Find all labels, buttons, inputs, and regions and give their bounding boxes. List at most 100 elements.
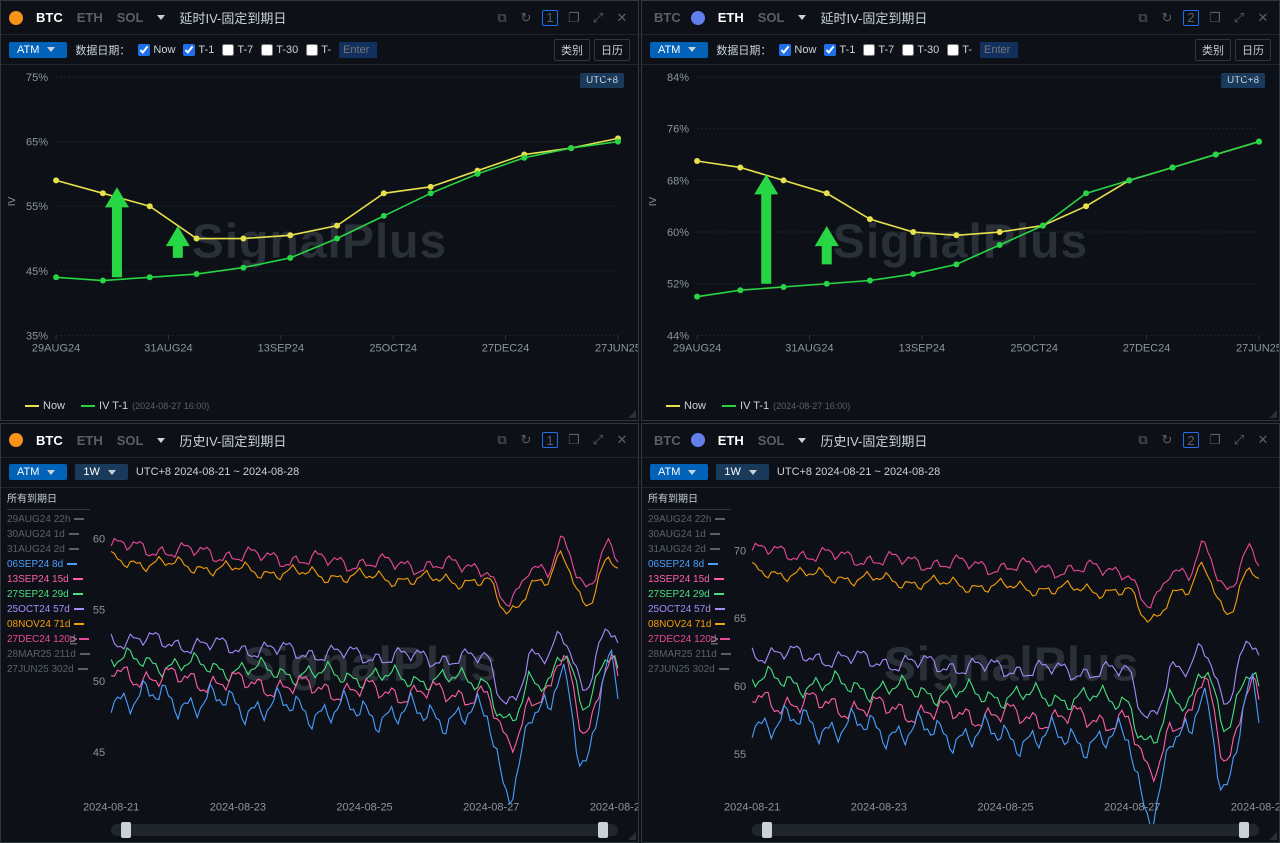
scroll-handle-left[interactable] <box>762 822 772 838</box>
svg-text:IV: IV <box>7 196 18 206</box>
svg-text:2024-08-25: 2024-08-25 <box>977 801 1033 813</box>
svg-text:52%: 52% <box>667 279 689 291</box>
filter-bar: ATM 1W UTC+8 2024-08-21 ~ 2024-08-28 <box>1 458 638 488</box>
scroll-handle-left[interactable] <box>121 822 131 838</box>
svg-text:60: 60 <box>734 680 746 692</box>
layout-badge[interactable]: 1 <box>542 432 558 448</box>
coin-btc[interactable]: BTC <box>32 8 67 27</box>
panel-btc-iv-history: BTC ETH SOL 历史IV-固定到期日 ⧉ ↻ 1 ❐ ⤢ ✕ ATM 1… <box>0 423 639 843</box>
calendar-button[interactable]: 日历 <box>1235 39 1271 61</box>
svg-text:50: 50 <box>93 675 105 687</box>
cb-now[interactable]: Now <box>138 44 175 56</box>
atm-select[interactable]: ATM <box>9 42 67 58</box>
popout-icon[interactable]: ⧉ <box>1135 432 1151 448</box>
expand-icon[interactable]: ⤢ <box>1231 432 1247 448</box>
timeframe-select[interactable]: 1W <box>716 464 769 480</box>
coin-dropdown-icon[interactable] <box>157 438 165 443</box>
popout-icon[interactable]: ⧉ <box>1135 10 1151 26</box>
popout-icon[interactable]: ⧉ <box>494 432 510 448</box>
chart-legend: Now IV T-1(2024-08-27 16:00) <box>666 400 850 412</box>
svg-text:2024-08-25: 2024-08-25 <box>336 801 392 813</box>
cb-t7[interactable]: T-7 <box>222 44 253 56</box>
time-scrollbar[interactable] <box>752 824 1259 836</box>
cb-t1[interactable]: T-1 <box>183 44 214 56</box>
layout-badge[interactable]: 1 <box>542 10 558 26</box>
refresh-icon[interactable]: ↻ <box>518 432 534 448</box>
expand-icon[interactable]: ⤢ <box>590 432 606 448</box>
legend-now[interactable]: Now <box>684 400 706 412</box>
chart-area: 所有到期日 29AUG24 22h30AUG24 1d31AUG24 2d06S… <box>1 488 638 843</box>
svg-text:65%: 65% <box>26 137 48 149</box>
panel-eth-iv-term: BTC ETH SOL 延时IV-固定到期日 ⧉ ↻ 2 ❐ ⤢ ✕ ATM 数… <box>641 0 1280 421</box>
iv-term-chart[interactable]: 44%52%60%68%76%84%29AUG2431AUG2413SEP242… <box>642 65 1279 396</box>
coin-dropdown-icon[interactable] <box>157 15 165 20</box>
resize-corner-icon[interactable] <box>626 408 636 418</box>
legend-t1[interactable]: IV T-1 <box>740 400 769 412</box>
layout-badge[interactable]: 2 <box>1183 10 1199 26</box>
svg-text:65: 65 <box>734 613 746 625</box>
coin-dropdown-icon[interactable] <box>798 438 806 443</box>
coin-sol[interactable]: SOL <box>754 431 789 450</box>
btc-icon <box>9 433 23 447</box>
time-scrollbar[interactable] <box>111 824 618 836</box>
copy-icon[interactable]: ❐ <box>1207 432 1223 448</box>
atm-select[interactable]: ATM <box>9 464 67 480</box>
iv-term-chart[interactable]: 35%45%55%65%75%29AUG2431AUG2413SEP2425OC… <box>1 65 638 396</box>
category-button[interactable]: 类别 <box>1195 39 1231 61</box>
coin-sol[interactable]: SOL <box>113 431 148 450</box>
expand-icon[interactable]: ⤢ <box>590 10 606 26</box>
coin-btc[interactable]: BTC <box>32 431 67 450</box>
expand-icon[interactable]: ⤢ <box>1231 10 1247 26</box>
close-icon[interactable]: ✕ <box>614 432 630 448</box>
scroll-handle-right[interactable] <box>598 822 608 838</box>
coin-dropdown-icon[interactable] <box>798 15 806 20</box>
close-icon[interactable]: ✕ <box>1255 10 1271 26</box>
chart-legend: Now IV T-1(2024-08-27 16:00) <box>25 400 209 412</box>
scroll-handle-right[interactable] <box>1239 822 1249 838</box>
svg-text:55: 55 <box>734 748 746 760</box>
copy-icon[interactable]: ❐ <box>1207 10 1223 26</box>
refresh-icon[interactable]: ↻ <box>1159 10 1175 26</box>
refresh-icon[interactable]: ↻ <box>518 10 534 26</box>
svg-text:44%: 44% <box>667 330 689 342</box>
tcustom-input[interactable] <box>339 42 377 58</box>
popout-icon[interactable]: ⧉ <box>494 10 510 26</box>
copy-icon[interactable]: ❐ <box>566 432 582 448</box>
calendar-button[interactable]: 日历 <box>594 39 630 61</box>
cb-t7[interactable]: T-7 <box>863 44 894 56</box>
tcustom-input[interactable] <box>980 42 1018 58</box>
coin-btc[interactable]: BTC <box>650 8 685 27</box>
cb-now[interactable]: Now <box>779 44 816 56</box>
atm-select[interactable]: ATM <box>650 464 708 480</box>
copy-icon[interactable]: ❐ <box>566 10 582 26</box>
iv-history-chart[interactable]: 455055602024-08-212024-08-232024-08-2520… <box>1 488 638 839</box>
close-icon[interactable]: ✕ <box>1255 432 1271 448</box>
cb-t30[interactable]: T-30 <box>261 44 298 56</box>
svg-text:IV: IV <box>648 196 659 206</box>
close-icon[interactable]: ✕ <box>614 10 630 26</box>
atm-select[interactable]: ATM <box>650 42 708 58</box>
cb-t30[interactable]: T-30 <box>902 44 939 56</box>
refresh-icon[interactable]: ↻ <box>1159 432 1175 448</box>
date-label: 数据日期： <box>75 42 130 58</box>
coin-eth[interactable]: ETH <box>714 8 748 27</box>
resize-corner-icon[interactable] <box>1267 408 1277 418</box>
coin-btc[interactable]: BTC <box>650 431 685 450</box>
iv-history-chart[interactable]: 556065702024-08-212024-08-232024-08-2520… <box>642 488 1279 839</box>
panel-header: BTC ETH SOL 延时IV-固定到期日 ⧉ ↻ 1 ❐ ⤢ ✕ <box>1 1 638 35</box>
coin-eth[interactable]: ETH <box>714 431 748 450</box>
coin-sol[interactable]: SOL <box>113 8 148 27</box>
category-button[interactable]: 类别 <box>554 39 590 61</box>
timeframe-select[interactable]: 1W <box>75 464 128 480</box>
legend-t1[interactable]: IV T-1 <box>99 400 128 412</box>
cb-tcustom[interactable]: T- <box>306 44 331 56</box>
coin-sol[interactable]: SOL <box>754 8 789 27</box>
coin-eth[interactable]: ETH <box>73 8 107 27</box>
coin-eth[interactable]: ETH <box>73 431 107 450</box>
legend-now[interactable]: Now <box>43 400 65 412</box>
resize-corner-icon[interactable] <box>1267 830 1277 840</box>
cb-tcustom[interactable]: T- <box>947 44 972 56</box>
cb-t1[interactable]: T-1 <box>824 44 855 56</box>
resize-corner-icon[interactable] <box>626 830 636 840</box>
layout-badge[interactable]: 2 <box>1183 432 1199 448</box>
